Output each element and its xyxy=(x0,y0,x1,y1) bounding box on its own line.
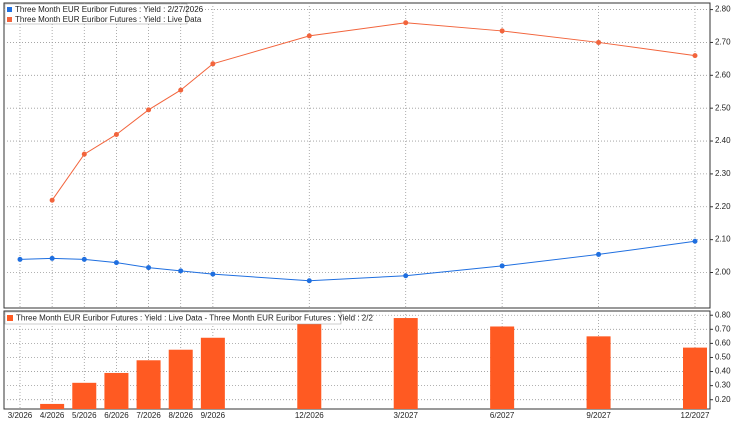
data-point xyxy=(692,238,698,244)
series-line xyxy=(19,240,696,282)
y-tick-label: 2.10 xyxy=(715,235,731,244)
x-tick-label: 4/2026 xyxy=(40,411,65,420)
data-point xyxy=(210,61,216,67)
legend-swatch xyxy=(7,17,12,22)
bar xyxy=(393,318,418,409)
data-point xyxy=(596,39,602,45)
x-tick-label: 6/2026 xyxy=(104,411,129,420)
x-tick-label: 3/2026 xyxy=(8,411,33,420)
bar xyxy=(104,372,129,409)
top-panel xyxy=(3,2,711,309)
y-tick-label: 0.80 xyxy=(715,310,731,319)
data-point xyxy=(178,87,184,93)
bar xyxy=(200,337,225,409)
x-tick-label: 7/2026 xyxy=(136,411,161,420)
data-point xyxy=(210,271,216,277)
legend-label: Three Month EUR Euribor Futures : Yield … xyxy=(15,5,204,14)
x-tick-label: 6/2027 xyxy=(490,411,515,420)
data-point xyxy=(596,251,602,257)
data-point xyxy=(306,278,312,284)
y-tick-label: 0.50 xyxy=(715,353,731,362)
y-tick-label: 2.00 xyxy=(715,268,731,277)
bar xyxy=(136,360,161,409)
data-point xyxy=(178,268,184,274)
legend-swatch xyxy=(7,7,12,12)
y-tick-label: 2.30 xyxy=(715,169,731,178)
y-tick-label: 0.60 xyxy=(715,338,731,347)
data-point xyxy=(113,131,119,137)
bar xyxy=(40,403,65,409)
y-tick-label: 2.70 xyxy=(715,38,731,47)
legend-label: Three Month EUR Euribor Futures : Yield … xyxy=(15,15,202,24)
data-point xyxy=(113,260,119,266)
data-point xyxy=(499,28,505,34)
bar xyxy=(168,349,193,409)
bar xyxy=(586,336,611,409)
data-point xyxy=(146,107,152,113)
y-tick-label: 2.80 xyxy=(715,5,731,14)
data-point xyxy=(81,256,87,262)
data-point xyxy=(81,151,87,157)
legend-swatch xyxy=(7,315,13,321)
x-tick-label: 12/2026 xyxy=(295,411,324,420)
y-tick-label: 0.30 xyxy=(715,381,731,390)
x-tick-label: 12/2027 xyxy=(681,411,710,420)
data-point xyxy=(403,20,409,26)
y-tick-label: 2.50 xyxy=(715,103,731,112)
y-tick-label: 0.20 xyxy=(715,395,731,404)
data-point xyxy=(403,273,409,279)
y-tick-label: 0.70 xyxy=(715,324,731,333)
data-point xyxy=(146,265,152,271)
data-point xyxy=(306,33,312,39)
legend-box xyxy=(4,311,342,325)
data-point xyxy=(17,256,23,262)
x-tick-label: 9/2027 xyxy=(586,411,611,420)
legend-box xyxy=(4,3,188,25)
x-tick-label: 5/2026 xyxy=(72,411,97,420)
bar xyxy=(297,320,322,409)
x-tick-label: 3/2027 xyxy=(393,411,418,420)
bar xyxy=(490,326,515,409)
bar xyxy=(683,347,707,409)
legend-label: Three Month EUR Euribor Futures : Yield … xyxy=(16,314,373,323)
bar xyxy=(72,382,97,409)
y-tick-label: 0.40 xyxy=(715,367,731,376)
data-point xyxy=(692,53,698,59)
data-point xyxy=(49,197,55,203)
y-tick-label: 2.20 xyxy=(715,202,731,211)
data-point xyxy=(499,263,505,269)
y-tick-label: 2.40 xyxy=(715,136,731,145)
x-tick-label: 8/2026 xyxy=(168,411,193,420)
x-tick-label: 9/2026 xyxy=(201,411,226,420)
y-tick-label: 2.60 xyxy=(715,70,731,79)
data-point xyxy=(49,255,55,261)
